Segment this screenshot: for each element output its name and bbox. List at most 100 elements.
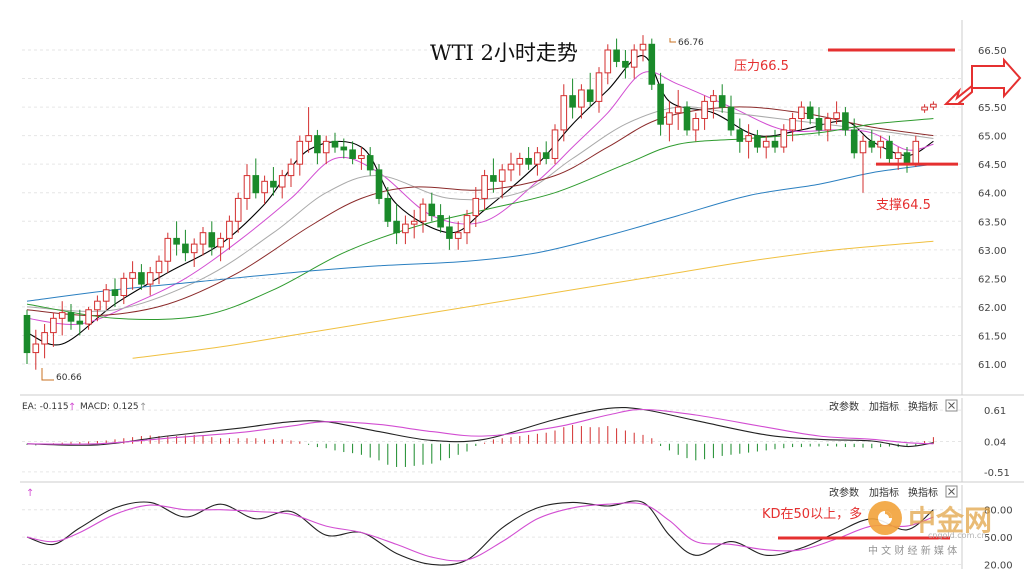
candle-body	[842, 112, 849, 131]
candle-body	[490, 175, 497, 182]
candle-body	[331, 140, 339, 148]
candle-body	[833, 112, 840, 120]
candle-body	[806, 106, 814, 120]
candle-body	[780, 129, 788, 148]
candle-body	[534, 152, 541, 165]
kd-close-icon[interactable]	[945, 485, 958, 498]
candle-body	[146, 272, 154, 285]
candle-body	[32, 343, 40, 354]
candle-body	[94, 300, 101, 311]
price-tick-label: 65.00	[978, 132, 1007, 143]
price-tick-label: 61.00	[978, 360, 1007, 371]
candle-body	[428, 203, 436, 217]
macd-change-params-button[interactable]: 改参数	[829, 400, 859, 413]
candle-body	[762, 140, 770, 148]
candle-body	[886, 140, 893, 159]
candle-body	[498, 169, 506, 182]
price-tick-label: 66.50	[978, 46, 1007, 57]
macd-add-indicator-button[interactable]: 加指标	[869, 400, 899, 413]
price-tick-label: 65.50	[978, 103, 1007, 114]
candle-body	[771, 140, 779, 148]
candle-body	[894, 152, 902, 159]
dea-value: -0.115	[40, 402, 69, 412]
candle-body	[410, 220, 418, 225]
candle-body	[102, 289, 110, 302]
macd-line-dea	[26, 408, 934, 445]
right-arrow-icon	[971, 57, 1022, 99]
candle-body	[507, 163, 515, 171]
candle-body	[446, 226, 453, 239]
candle-body	[138, 272, 145, 285]
macd-close-icon[interactable]	[945, 399, 958, 412]
candle-body	[278, 175, 286, 188]
candle-body	[305, 135, 312, 142]
candle-body	[903, 152, 911, 165]
candle-body	[50, 317, 57, 334]
candle-body	[252, 175, 260, 194]
macd-switch-indicator-button[interactable]: 换指标	[908, 400, 938, 413]
macd-label: MACD:	[80, 402, 110, 412]
macd-up-arrow-icon: ↑	[139, 402, 147, 413]
candle-body	[859, 140, 867, 154]
candle-body	[639, 43, 647, 51]
macd-tick-label: -0.51	[984, 468, 1010, 479]
candle-body	[604, 49, 612, 74]
high-marker	[669, 38, 676, 43]
candle-body	[674, 106, 682, 114]
kd-panel	[26, 500, 934, 566]
macd-line-dif	[26, 406, 934, 448]
candle-body	[578, 89, 585, 108]
support-label: 支撑64.5	[876, 198, 931, 213]
kd-line-k	[26, 500, 934, 566]
ma-line-ma250	[132, 240, 934, 359]
kd-add-indicator-button[interactable]: 加指标	[869, 486, 899, 499]
resistance-label: 压力66.5	[734, 59, 789, 74]
candle-body	[789, 118, 796, 131]
ma-line-ma10	[26, 71, 934, 325]
candle-body	[569, 95, 576, 108]
kd-up-arrow-icon: ↑	[26, 488, 34, 499]
watermark-brand: 中金网	[908, 504, 992, 537]
candle-body	[23, 314, 31, 354]
dea-up-arrow-icon: ↑	[68, 402, 76, 413]
candle-body	[727, 106, 735, 131]
candle-body	[173, 237, 180, 245]
svg-text:EA: -0.115: EA: -0.115	[22, 402, 69, 412]
macd-value: 0.125	[113, 402, 139, 412]
candle-body	[666, 112, 673, 125]
candle-body	[648, 43, 656, 85]
candle-body	[129, 272, 136, 279]
candle-body	[120, 277, 128, 296]
candlesticks	[23, 35, 937, 370]
price-tick-label: 63.00	[978, 246, 1007, 257]
candle-body	[243, 175, 251, 199]
low-marker	[41, 368, 54, 381]
candle-body	[234, 197, 242, 222]
candle-body	[296, 140, 304, 165]
candle-body	[322, 140, 330, 154]
kd-tick-label: 20.00	[984, 560, 1013, 569]
candle-body	[463, 215, 471, 234]
chart-title: WTI 2小时走势	[430, 41, 578, 65]
candle-body	[692, 118, 700, 131]
candle-body	[402, 223, 409, 234]
candle-body	[217, 237, 224, 248]
candle-body	[921, 106, 928, 111]
candle-body	[525, 157, 532, 165]
candle-body	[798, 106, 805, 120]
ma-line-ma5	[26, 55, 934, 346]
candle-body	[340, 146, 348, 151]
macd-tick-label: 0.61	[984, 406, 1006, 417]
candle-body	[683, 106, 691, 131]
price-tick-label: 64.50	[978, 160, 1007, 171]
candle-body	[542, 152, 550, 159]
macd-gridlines	[22, 409, 962, 473]
candle-body	[754, 135, 761, 148]
kd-switch-indicator-button[interactable]: 换指标	[908, 486, 938, 499]
candle-body	[349, 149, 356, 159]
candle-body	[850, 129, 858, 154]
kd-change-params-button[interactable]: 改参数	[829, 486, 859, 499]
candle-body	[358, 155, 365, 159]
candle-body	[67, 312, 75, 322]
kd-note: KD在50以上，多	[762, 506, 862, 522]
